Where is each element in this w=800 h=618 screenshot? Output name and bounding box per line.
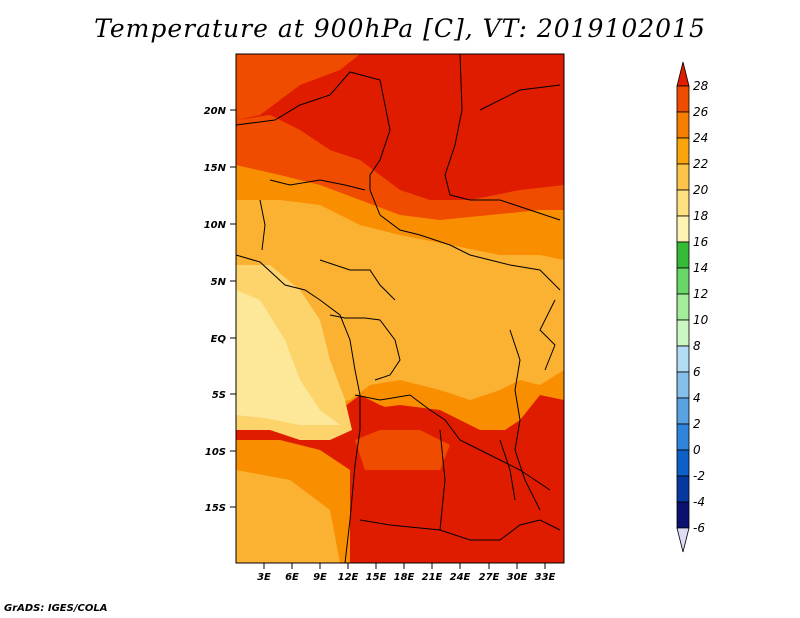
colorbar-label: 4 [693, 391, 701, 405]
map-title: Temperature at 900hPa [C], VT: 201910201… [94, 14, 706, 43]
borders [236, 54, 561, 563]
colorbar-arrow-bottom [676, 527, 690, 553]
colorbar-swatch [676, 371, 690, 399]
colorbar-label: 28 [693, 79, 709, 93]
lon-label: 18E [394, 572, 415, 583]
colorbar-swatch [676, 215, 690, 243]
lat-label: 20N [204, 106, 227, 117]
lat-label: 10S [205, 447, 226, 458]
credit-text: GrADS: IGES/COLA [4, 603, 108, 614]
lon-label: 24E [450, 572, 471, 583]
colorbar-label: 26 [693, 105, 709, 119]
lon-label: 6E [285, 572, 299, 583]
lon-label: 21E [422, 572, 443, 583]
lat-label: 15S [205, 503, 226, 514]
colorbar-label: 20 [693, 183, 709, 197]
field-south-ocean-pale [236, 470, 340, 563]
colorbar-label: -6 [693, 521, 705, 535]
lat-axis: 20N 15N 10N 5N EQ 5S 10S 15S [204, 106, 236, 514]
colorbar-swatch [676, 423, 690, 451]
colorbar-label: 18 [693, 209, 709, 223]
lat-label: 10N [204, 220, 227, 231]
colorbar-label: 2 [693, 417, 701, 431]
colorbar-swatch [676, 293, 690, 321]
colorbar-label: -4 [693, 495, 705, 509]
colorbar-swatch [676, 137, 690, 165]
colorbar-label: 24 [693, 131, 708, 145]
lat-label: 5S [212, 390, 226, 401]
colorbar-swatch [676, 189, 690, 217]
colorbar-label: 16 [693, 235, 709, 249]
map-frame [235, 53, 565, 564]
colorbar-arrow-top [676, 61, 690, 87]
colorbar-swatch [676, 475, 690, 503]
lat-label: EQ [211, 334, 227, 345]
colorbar-label: -2 [693, 469, 705, 483]
colorbar-swatch [676, 85, 690, 113]
lon-label: 3E [257, 572, 271, 583]
lon-label: 33E [535, 572, 556, 583]
temperature-field [236, 54, 564, 563]
colorbar-swatch [676, 241, 690, 269]
colorbar-label: 10 [693, 313, 709, 327]
colorbar-label: 22 [693, 157, 708, 171]
lon-label: 12E [338, 572, 359, 583]
lat-label: 5N [211, 277, 227, 288]
colorbar-label: 6 [693, 365, 701, 379]
colorbar-swatch [676, 397, 690, 425]
field-ocean-coolest [236, 290, 340, 425]
colorbar-swatch [676, 267, 690, 295]
lon-label: 9E [313, 572, 327, 583]
lon-axis: 3E 6E 9E 12E 15E 18E 21E 24E 27E 30E 33E [257, 563, 556, 583]
colorbar-swatch [676, 449, 690, 477]
colorbar-swatch [676, 111, 690, 139]
colorbar-label: 8 [693, 339, 701, 353]
field-south-band [355, 430, 450, 470]
field-south-interior [355, 405, 564, 563]
colorbar-label: 14 [693, 261, 708, 275]
lon-label: 30E [507, 572, 528, 583]
colorbar-swatch [676, 501, 690, 529]
field-north-band [236, 54, 360, 120]
colorbar-label: 0 [693, 443, 701, 457]
colorbar-swatch [676, 163, 690, 191]
colorbar-swatch [676, 345, 690, 373]
lon-label: 27E [479, 572, 500, 583]
lon-label: 15E [366, 572, 387, 583]
colorbar-swatch [676, 319, 690, 347]
lat-label: 15N [204, 163, 227, 174]
colorbar-label: 12 [693, 287, 708, 301]
